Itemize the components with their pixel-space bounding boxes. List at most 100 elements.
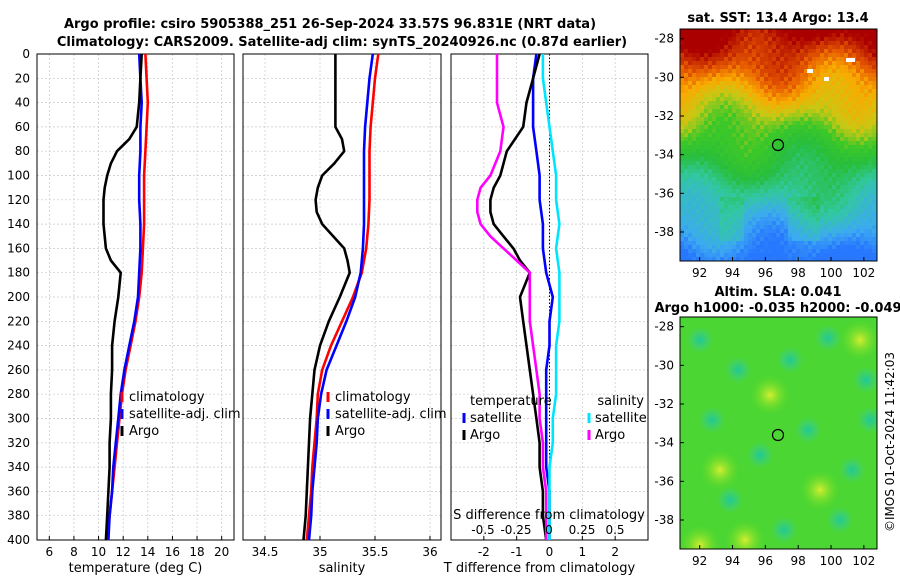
sst-cell — [744, 237, 749, 242]
sst-cell — [816, 161, 821, 166]
sst-cell — [864, 117, 869, 122]
sst-cell — [728, 105, 733, 110]
sst-cell — [756, 233, 761, 238]
legend-title-temperature: temperature — [470, 394, 552, 409]
sst-cell — [680, 93, 685, 98]
sst-cell — [752, 121, 757, 126]
sst-cell — [792, 77, 797, 82]
sst-cell — [844, 101, 849, 106]
sst-cell — [764, 85, 769, 90]
sst-cell — [792, 197, 797, 202]
sst-cell — [768, 257, 773, 261]
sst-cell — [792, 89, 797, 94]
sst-cell — [732, 209, 737, 214]
sst-cell — [696, 253, 701, 258]
sst-cell — [768, 133, 773, 138]
sst-cell — [784, 249, 789, 254]
sst-cell — [860, 33, 865, 38]
sst-cell — [788, 133, 793, 138]
sst-cell — [780, 89, 785, 94]
sst-cell — [812, 233, 817, 238]
sst-cell — [680, 101, 685, 106]
sst-cell — [768, 201, 773, 206]
sst-cell — [776, 205, 781, 210]
sst-cell — [872, 193, 877, 198]
sst-cell — [784, 73, 789, 78]
depth-tick-label: 280 — [7, 387, 30, 401]
sst-cell — [732, 161, 737, 166]
sst-cell — [796, 213, 801, 218]
sst-cell — [828, 149, 833, 154]
sst-cell — [772, 101, 777, 106]
sst-cell — [740, 109, 745, 114]
sst-cell — [712, 97, 717, 102]
sst-cell — [732, 241, 737, 246]
sst-cell — [732, 57, 737, 62]
sst-cell — [808, 181, 813, 186]
sst-cell — [804, 169, 809, 174]
sst-cell — [844, 213, 849, 218]
sst-cell — [704, 253, 709, 258]
sst-cell — [740, 105, 745, 110]
sst-cell — [784, 229, 789, 234]
sst-cell — [780, 241, 785, 246]
sst-cell — [716, 85, 721, 90]
sst-cell — [868, 57, 873, 62]
sst-cell — [792, 65, 797, 70]
sst-cell — [864, 149, 869, 154]
sst-cell — [776, 105, 781, 110]
sst-cell — [832, 121, 837, 126]
sst-cell — [684, 149, 689, 154]
sst-cell — [836, 65, 841, 70]
sst-cell — [804, 101, 809, 106]
sst-cell — [776, 109, 781, 114]
sst-cell — [824, 33, 829, 38]
sst-cell — [716, 245, 721, 250]
sst-cell — [716, 253, 721, 258]
sst-cell — [712, 117, 717, 122]
sst-cell — [724, 193, 729, 198]
sst-cell — [784, 241, 789, 246]
sst-cell — [816, 201, 821, 206]
sst-cell — [680, 209, 685, 214]
sst-cell — [712, 121, 717, 126]
sst-cell — [680, 225, 685, 230]
sst-cell — [820, 73, 825, 78]
x-tick-label: 8 — [70, 545, 78, 559]
sst-cell — [760, 117, 765, 122]
sst-cell — [744, 137, 749, 142]
sst-cell — [860, 29, 865, 34]
sst-cell — [768, 81, 773, 86]
sst-cell — [724, 45, 729, 50]
sst-cell — [740, 97, 745, 102]
sst-cell — [744, 253, 749, 258]
sst-cell — [740, 193, 745, 198]
sst-cell — [760, 157, 765, 162]
sst-cell — [744, 61, 749, 66]
sst-cell — [708, 81, 713, 86]
sst-cell — [748, 125, 753, 130]
sst-cell — [700, 161, 705, 166]
sst-cell — [828, 81, 833, 86]
sst-cell — [868, 85, 873, 90]
sst-cell — [740, 213, 745, 218]
sst-cell — [836, 237, 841, 242]
sst-cell — [820, 33, 825, 38]
sst-cell — [748, 81, 753, 86]
sst-cell — [744, 77, 749, 82]
sst-cell — [820, 137, 825, 142]
sst-cell — [772, 173, 777, 178]
sst-cell — [728, 253, 733, 258]
sst-cell — [728, 217, 733, 222]
sst-cell — [832, 61, 837, 66]
sst-cell — [800, 173, 805, 178]
depth-tick-label: 360 — [7, 484, 30, 498]
sst-cell — [784, 85, 789, 90]
difference-panel: -2 -1 0 1 2T difference from climatologytemp… — [443, 53, 649, 576]
sst-cell — [784, 213, 789, 218]
sst-cell — [812, 101, 817, 106]
sst-cell — [712, 197, 717, 202]
sst-cell — [840, 161, 845, 166]
sst-cell — [848, 133, 853, 138]
sst-cell — [704, 189, 709, 194]
